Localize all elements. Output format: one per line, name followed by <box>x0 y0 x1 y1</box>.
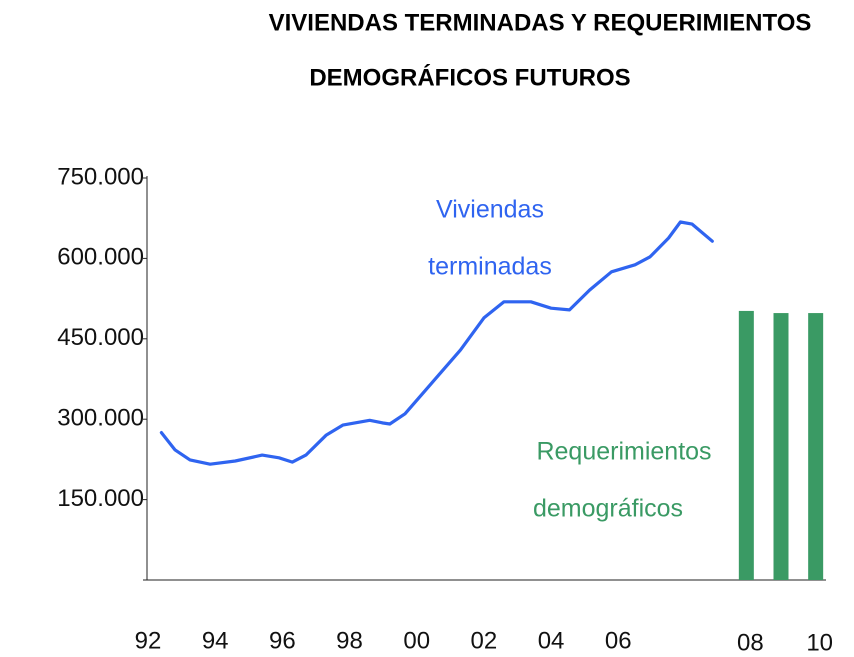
annotation: Requerimientos <box>536 438 711 466</box>
x-tick-label: 10 <box>806 629 833 656</box>
y-tick-label: 300.000 <box>57 405 144 432</box>
bar <box>808 313 824 580</box>
y-tick-label: 150.000 <box>57 485 144 512</box>
x-tick-label: 00 <box>403 627 430 654</box>
x-tick-label: 02 <box>471 627 498 654</box>
x-tick-label: 92 <box>135 627 162 654</box>
y-tick-label: 600.000 <box>57 244 144 271</box>
chart-title: DEMOGRÁFICOS FUTUROS <box>309 63 630 91</box>
x-tick-label: 96 <box>269 627 296 654</box>
y-tick-label: 750.000 <box>57 163 144 190</box>
bar <box>738 310 754 580</box>
y-tick-label: 450.000 <box>57 324 144 351</box>
bar <box>773 313 789 580</box>
x-tick-label: 98 <box>336 627 363 654</box>
chart-title: VIVIENDAS TERMINADAS Y REQUERIMIENTOS <box>269 9 812 36</box>
x-tick-label: 04 <box>538 627 565 654</box>
annotation: terminadas <box>428 253 552 281</box>
annotation: Viviendas <box>436 196 544 224</box>
x-tick-label: 94 <box>202 627 229 654</box>
annotation: demográficos <box>533 495 683 523</box>
line-series <box>159 220 714 466</box>
x-tick-label: 08 <box>737 629 764 656</box>
x-tick-label: 06 <box>605 627 632 654</box>
